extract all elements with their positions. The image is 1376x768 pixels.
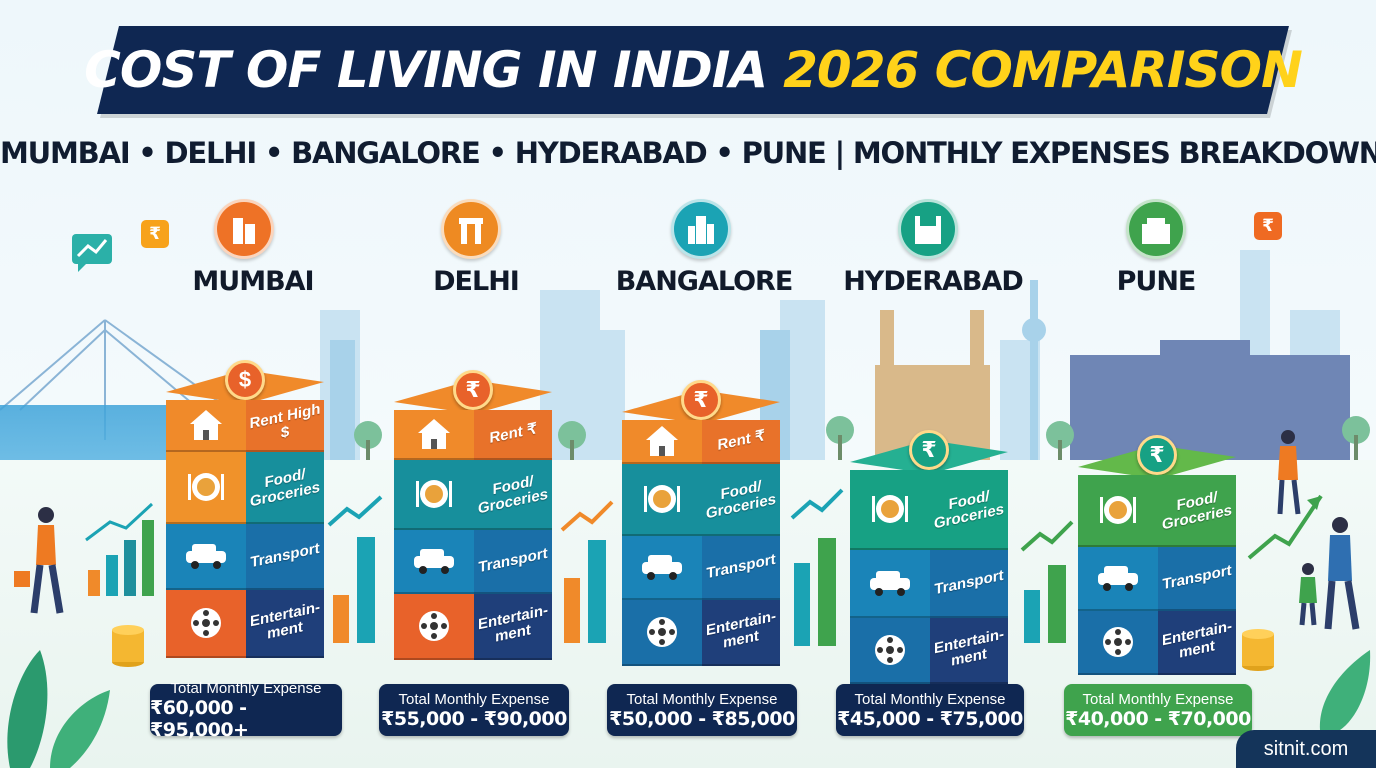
coin-stack-right (1242, 629, 1274, 671)
house-icon (394, 410, 474, 458)
film-reel-icon (394, 594, 474, 658)
entertainment-row: Entertain- ment (622, 600, 780, 666)
total-value: ₹50,000 - ₹85,000 (609, 707, 795, 730)
house-icon (166, 400, 246, 450)
page-title: COST OF LIVING IN INDIA 2026 COMPARISON (84, 26, 1303, 114)
entertainment-label: Entertain- ment (1161, 617, 1232, 662)
film-reel-icon (622, 600, 702, 664)
car-icon (394, 530, 474, 592)
woman-walking-illustration (14, 507, 64, 614)
total-value: ₹60,000 - ₹95,000+ (150, 696, 249, 741)
total-expense-mumbai: Total Monthly Expense ₹60,000 - ₹95,000+ (150, 680, 342, 741)
chart-bubble-icon (72, 234, 112, 272)
currency-coin-icon: ₹ (909, 430, 949, 470)
total-value: ₹40,000 - ₹70,000 (1065, 707, 1251, 730)
film-reel-icon (1078, 611, 1158, 673)
total-expense-delhi: Total Monthly Expense ₹55,000 - ₹90,000 (379, 684, 569, 736)
trend-bars-decor-2 (327, 495, 383, 643)
city-name-mumbai: MUMBAI (192, 266, 314, 297)
city-name-hyderabad: HYDERABAD (843, 266, 1024, 297)
woman-waving-illustration (1277, 430, 1301, 515)
food-groceries-row: Food/ Groceries (1078, 475, 1236, 547)
trend-arrow-decor (1247, 494, 1323, 560)
total-label: Total Monthly Expense (854, 690, 1006, 708)
total-label: Total Monthly Expense (398, 690, 550, 708)
total-value: ₹55,000 - ₹90,000 (381, 707, 567, 730)
family-illustration (1299, 517, 1360, 630)
total-expense-bangalore: Total Monthly Expense ₹50,000 - ₹85,000 (607, 684, 797, 736)
coin-stack-left (112, 625, 144, 667)
film-reel-icon (850, 618, 930, 682)
car-icon (622, 536, 702, 598)
transport-row: Transport (166, 524, 324, 590)
hyderabad-charminar-icon (898, 199, 958, 259)
delhi-india-gate-icon (441, 199, 501, 259)
page-subtitle: MUMBAI • DELHI • BANGALORE • HYDERABAD •… (0, 136, 1376, 170)
mumbai-building-icon (214, 199, 274, 259)
currency-coin-icon: ₹ (453, 370, 493, 410)
food-groceries-label: Food/ Groceries (933, 487, 1005, 533)
food-plate-icon (166, 452, 246, 522)
total-expense-hyderabad: Total Monthly Expense ₹45,000 - ₹75,000 (836, 684, 1024, 736)
title-part-2: 2026 COMPARISON (783, 41, 1303, 99)
trend-bars-decor-3 (560, 500, 614, 643)
leaf-decor-left (7, 650, 110, 768)
entertainment-label: Entertain- ment (933, 625, 1004, 670)
trend-bars-decor-1 (85, 502, 154, 596)
transport-row: Transport (850, 550, 1008, 618)
entertainment-label: Entertain- ment (705, 607, 776, 652)
food-plate-icon (394, 460, 474, 528)
food-groceries-row: Food/ Groceries (166, 452, 324, 524)
rent-row: Rent ₹ (394, 410, 552, 460)
entertainment-label: Entertain- ment (249, 598, 320, 643)
car-icon (166, 524, 246, 588)
total-expense-pune: Total Monthly Expense ₹40,000 - ₹70,000 (1064, 684, 1252, 736)
currency-coin-icon: ₹ (681, 380, 721, 420)
title-part-1: COST OF LIVING IN INDIA (84, 41, 768, 99)
brand-watermark: sitnit.com (1236, 730, 1376, 768)
city-name-bangalore: BANGALORE (615, 266, 794, 297)
city-name-pune: PUNE (1116, 266, 1197, 297)
entertainment-row: Entertain- ment (166, 590, 324, 658)
rent-row: Rent ₹ (622, 420, 780, 464)
total-label: Total Monthly Expense (170, 679, 322, 697)
food-plate-icon (622, 464, 702, 534)
entertainment-row: Entertain- ment (394, 594, 552, 660)
total-label: Total Monthly Expense (1082, 690, 1234, 708)
entertainment-row: Entertain- ment (1078, 611, 1236, 675)
food-plate-icon (850, 470, 930, 548)
total-value: ₹45,000 - ₹75,000 (837, 707, 1023, 730)
transport-row: Transport (394, 530, 552, 594)
rent-row: Rent High $ (166, 400, 324, 452)
rupee-badge-left: ₹ (141, 220, 169, 248)
transport-row: Transport (1078, 547, 1236, 611)
trend-bars-decor-5 (1020, 520, 1074, 643)
food-plate-icon (1078, 475, 1158, 545)
car-icon (1078, 547, 1158, 609)
transport-row: Transport (622, 536, 780, 600)
entertainment-label: Entertain- ment (477, 601, 548, 646)
entertainment-row: Entertain- ment (850, 618, 1008, 684)
bangalore-skyscraper-icon (671, 199, 731, 259)
leaf-decor-right (1319, 650, 1371, 730)
currency-coin-icon: ₹ (1137, 435, 1177, 475)
food-groceries-row: Food/ Groceries (850, 470, 1008, 550)
food-groceries-row: Food/ Groceries (622, 464, 780, 536)
film-reel-icon (166, 590, 246, 656)
trend-bars-decor-4 (790, 488, 844, 646)
pune-fort-icon (1126, 199, 1186, 259)
house-icon (622, 420, 702, 462)
rupee-badge-right: ₹ (1254, 212, 1282, 240)
total-label: Total Monthly Expense (626, 690, 778, 708)
food-groceries-row: Food/ Groceries (394, 460, 552, 530)
city-name-delhi: DELHI (433, 266, 520, 297)
car-icon (850, 550, 930, 616)
currency-coin-icon: $ (225, 360, 265, 400)
